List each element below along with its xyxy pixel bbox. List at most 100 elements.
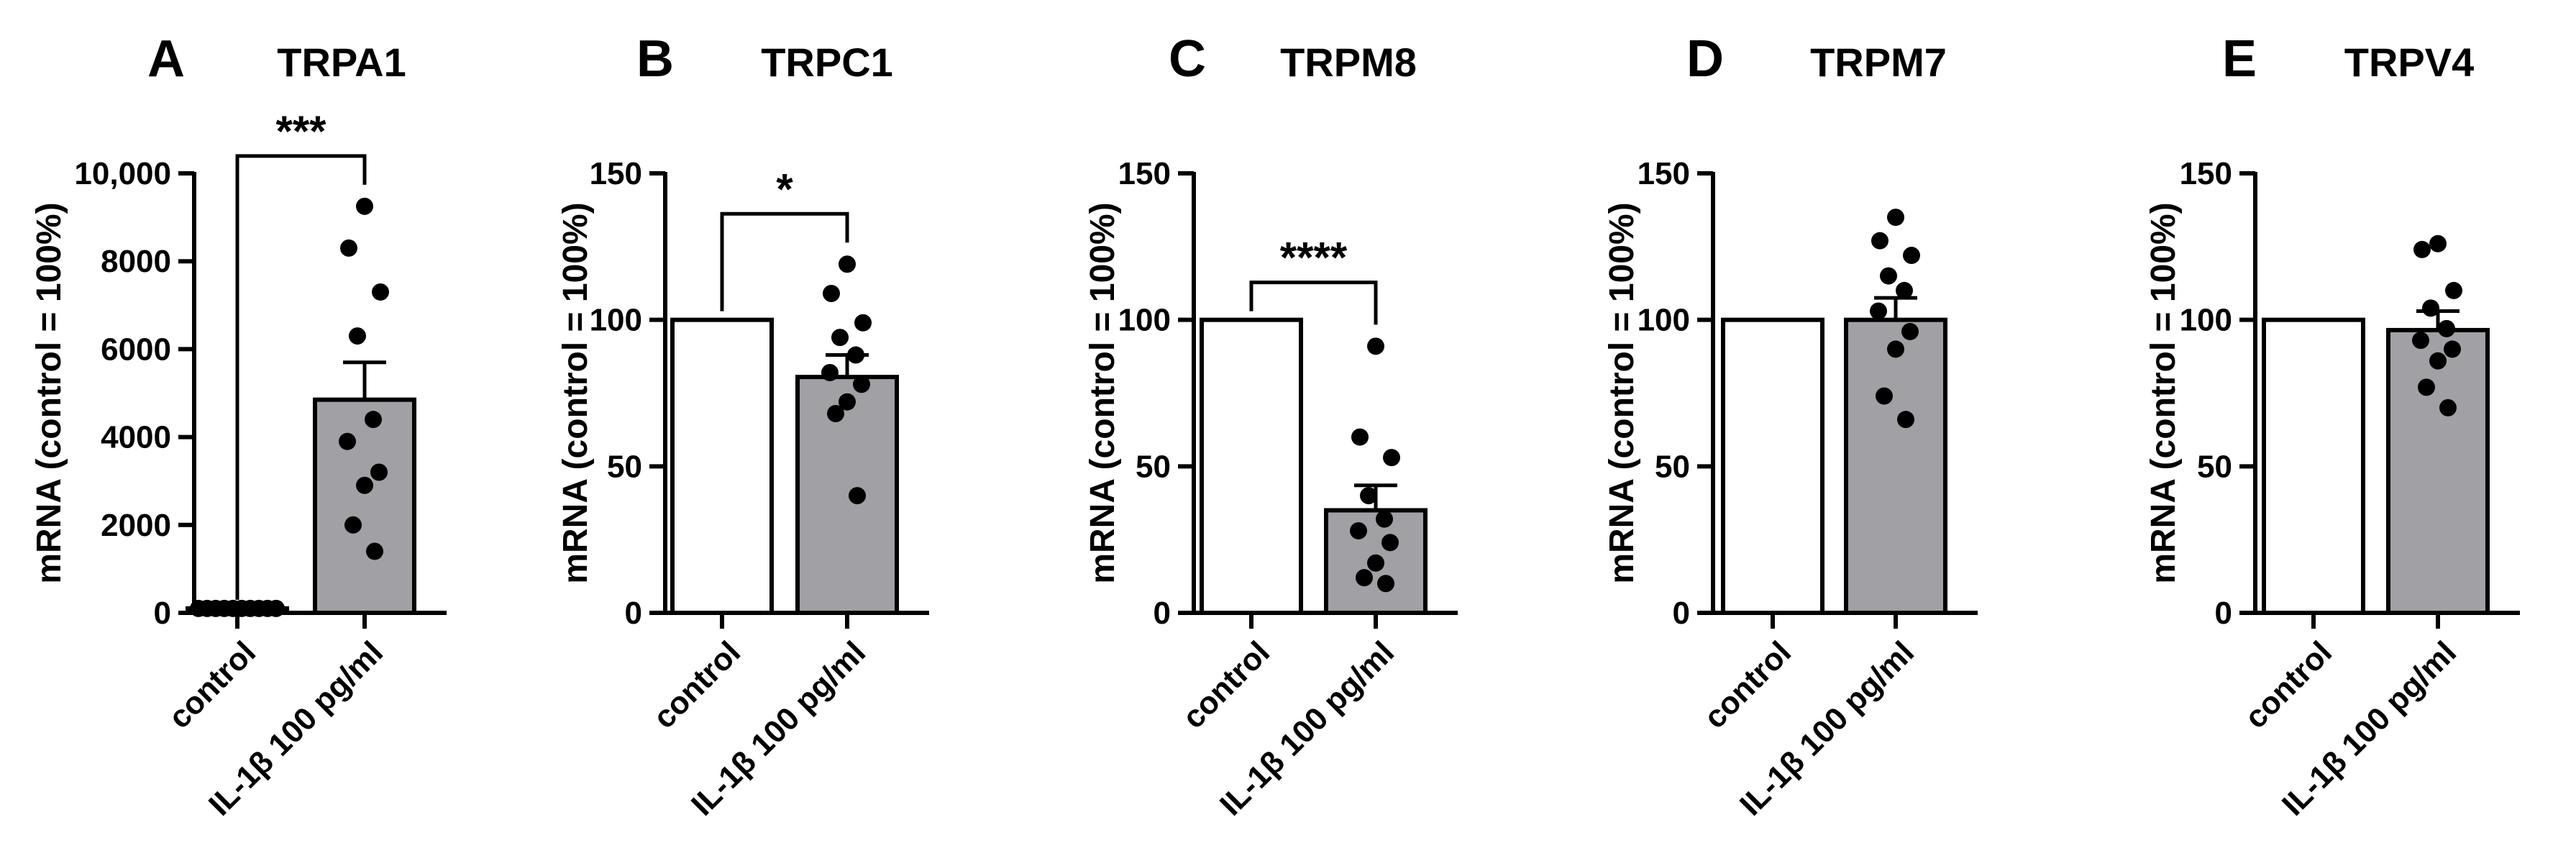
y-tick-label: 100 [1638,303,1690,338]
y-tick-label: 100 [2180,303,2232,338]
x-category-label: control [162,634,262,735]
data-point [1356,569,1373,587]
data-point [849,487,866,505]
y-tick-label: 100 [590,303,642,338]
data-point [365,411,382,429]
data-point [854,314,872,332]
y-tick-label: 50 [607,449,642,484]
data-point [1377,575,1394,593]
data-point [2413,240,2431,258]
data-point [831,329,849,347]
bar-control [1721,317,1824,615]
y-axis-label: mRNA (control = 100%) [1084,202,1122,583]
panel-letter: C [1169,30,1206,88]
data-point [827,405,844,423]
bar-control [2262,317,2365,615]
significance-bracket [720,211,849,311]
panel-letter: E [2222,30,2257,88]
bar-il1b [795,375,899,615]
data-point [340,239,357,257]
significance-label: *** [275,107,326,155]
y-tick-label: 50 [1655,449,1690,484]
panel-title: TRPV4 [2344,40,2475,85]
data-point [1376,510,1393,528]
y-tick-label: 150 [1118,156,1171,191]
data-point [1896,281,1913,299]
data-point [2429,352,2447,370]
data-point [2412,332,2429,350]
significance-bracket [1249,281,1378,325]
data-point [1360,487,1377,505]
data-point [366,542,383,560]
panel-title: TRPM7 [1810,40,1947,85]
y-tick-label: 4000 [101,420,171,455]
data-point [1903,247,1920,265]
x-category-label: control [1697,634,1798,735]
data-point [1876,387,1893,405]
bar-control [670,317,774,615]
data-point [1383,449,1400,467]
data-point [349,327,366,345]
y-tick-label: 0 [1673,596,1690,631]
panel-title: TRPA1 [277,40,406,85]
panel-b: B TRPC1 0 50 100 150 mRNA (control = 100%) cont… [557,30,929,823]
x-category-label: control [2238,634,2339,735]
y-tick-label: 2000 [101,508,171,543]
x-category-label: control [1176,634,1276,735]
data-point [1897,411,1914,429]
y-axis-label: mRNA (control = 100%) [557,202,595,583]
data-point [344,516,362,534]
panel-letter: B [636,30,674,88]
data-point [1870,302,1887,320]
panel-title: TRPM8 [1280,40,1417,85]
panel-c: C TRPM8 0 50 100 150 mRNA (control = 100%) cont… [1084,30,1458,823]
data-point [1351,428,1369,446]
bar-il1b [2386,327,2490,615]
data-point [1871,232,1888,250]
y-tick-label: 150 [590,156,642,191]
data-point [1367,337,1384,355]
data-point [1887,209,1904,227]
y-tick-label: 100 [1118,303,1171,338]
data-point [1901,322,1919,340]
panel-e: E TRPV4 0 50 100 150 mRNA (control = 100%) cont… [2145,30,2520,823]
data-point [1367,554,1384,572]
data-point [853,375,870,393]
data-point [370,463,388,481]
data-point [823,285,840,303]
y-tick-label: 6000 [101,332,171,367]
y-tick-label: 50 [1136,449,1171,484]
y-tick-label: 50 [2197,449,2232,484]
y-tick-label: 8000 [101,244,171,279]
data-point [839,255,856,273]
y-axis-label: mRNA (control = 100%) [1603,202,1641,583]
significance-bracket [235,154,367,600]
y-tick-label: 0 [154,596,171,631]
data-point [1381,534,1399,552]
y-tick-label: 150 [2180,156,2232,191]
data-point [2418,378,2435,396]
data-point [356,476,373,494]
data-point [2422,299,2439,317]
data-point [821,363,839,381]
data-point [847,346,864,364]
significance-label: * [776,165,793,213]
data-point [2445,281,2462,299]
data-point [839,393,856,411]
data-point [2429,234,2447,252]
data-point [372,283,389,301]
bar-il1b [1844,317,1947,615]
data-point [2439,398,2457,416]
panel-title: TRPC1 [761,40,893,85]
y-tick-label: 0 [1154,596,1171,631]
y-tick-label: 150 [1638,156,1690,191]
y-tick-label: 0 [2215,596,2232,631]
data-point [1887,340,1904,358]
significance-label: **** [1280,234,1348,282]
x-category-label: control [647,634,747,735]
data-point [1880,267,1897,285]
data-point [2438,319,2455,337]
y-axis-label: mRNA (control = 100%) [30,202,68,583]
